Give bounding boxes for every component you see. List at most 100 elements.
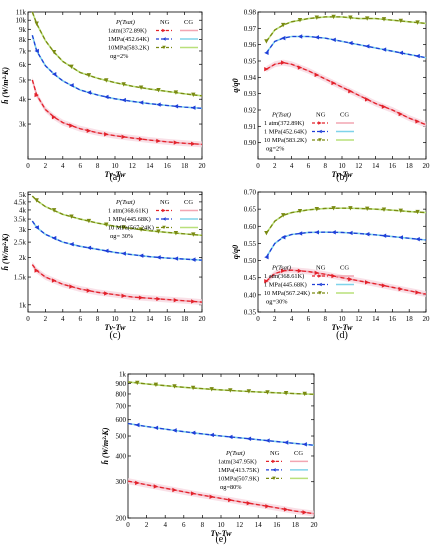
y-tick-label: 8k — [19, 36, 27, 44]
series-point — [191, 299, 196, 304]
series-point — [281, 22, 286, 28]
x-tick-label: 10 — [339, 162, 347, 170]
series-point — [228, 388, 233, 393]
series-point — [348, 206, 353, 211]
x-tick-label: 20 — [423, 315, 431, 323]
series-point — [191, 232, 196, 237]
series-point — [34, 21, 39, 26]
series-point — [365, 97, 370, 102]
series-point — [283, 440, 289, 445]
series-point — [348, 230, 353, 236]
series-point — [331, 14, 336, 20]
series-point — [173, 140, 179, 145]
series-point — [138, 295, 144, 300]
x-tick-label: 12 — [129, 315, 137, 323]
series-point — [246, 389, 252, 394]
series-point — [381, 283, 387, 288]
x-tick-label: 2 — [145, 521, 149, 529]
ng-series-line — [265, 269, 427, 295]
ng-series-line — [265, 207, 427, 234]
series-point — [69, 241, 74, 247]
series-point — [86, 90, 92, 95]
x-tick-label: 20 — [199, 315, 207, 323]
x-tick-label: 10 — [112, 162, 120, 170]
series-point — [297, 34, 303, 39]
series-point — [121, 97, 126, 103]
x-tick-label: 0 — [126, 521, 130, 529]
series-point — [264, 39, 269, 44]
ng-series-line — [265, 231, 427, 258]
legend-ng-marker — [272, 468, 276, 472]
y-axis-label: h̄ (W/m²·K) — [101, 427, 110, 464]
series-point — [264, 50, 269, 56]
x-tick-label: 6 — [307, 315, 311, 323]
y-tick-label: 5k — [19, 191, 27, 199]
series-point — [172, 428, 177, 433]
x-tick-label: 16 — [389, 315, 397, 323]
series-3 — [31, 11, 203, 98]
series-point — [246, 436, 252, 441]
series-point — [331, 80, 336, 86]
x-tick-label: 18 — [181, 162, 189, 170]
series-point — [173, 297, 179, 303]
y-tick-label: 900 — [116, 380, 127, 388]
x-tick-label: 8 — [323, 315, 327, 323]
series-point — [314, 270, 319, 276]
series-point — [415, 20, 420, 25]
x-tick-label: 16 — [389, 162, 397, 170]
series-point — [69, 284, 74, 289]
series-point — [156, 255, 161, 260]
series-point — [281, 235, 286, 240]
series-point — [104, 248, 109, 254]
series-point — [86, 288, 92, 293]
series-point — [69, 83, 74, 88]
x-tick-label: 2 — [44, 315, 48, 323]
series-point — [415, 209, 420, 215]
panel-label: (e) — [215, 534, 226, 545]
series-point — [398, 208, 403, 214]
series-2 — [31, 220, 203, 262]
y-tick-label: 6k — [19, 61, 27, 69]
series-point — [69, 123, 74, 128]
y-axis-label: q/q0 — [231, 78, 240, 92]
y-tick-label: 0.91 — [244, 123, 257, 131]
x-tick-label: 14 — [146, 162, 154, 170]
legend: P(Tsat) NG CG 1atm(347.95K) 1MPa(413.75K)10M… — [218, 450, 308, 491]
ng-series-line — [31, 35, 203, 109]
series-point — [135, 380, 140, 386]
legend-header-ng: NG — [270, 450, 280, 457]
y-tick-label: 2.5k — [14, 239, 27, 247]
ng-series-line — [31, 79, 203, 146]
legend-note: αg=2% — [266, 146, 285, 153]
series-point — [138, 253, 144, 258]
legend: P(Tsat) NG CG 1 atm(368.61K)1 MPa(445.68K) 1… — [108, 199, 198, 240]
x-tick-label: 6 — [182, 521, 186, 529]
series-point — [190, 491, 196, 496]
y-tick-label: 1k — [119, 371, 127, 379]
series-point — [246, 500, 252, 506]
ng-series-line — [127, 480, 315, 515]
legend-label: 10 MPa(567.24K) — [108, 225, 154, 232]
series-point — [138, 227, 144, 232]
series-point — [156, 229, 161, 234]
series-point — [331, 206, 336, 211]
ng-series-line — [31, 220, 203, 261]
legend-label: 1MPa(452.64K) — [108, 36, 149, 43]
cg-band — [266, 59, 426, 128]
series-point — [281, 213, 286, 218]
y-tick-label: 3k — [19, 226, 27, 234]
series-point — [331, 230, 336, 235]
series-point — [297, 268, 303, 274]
y-tick-label: 0.95 — [244, 58, 257, 66]
series-point — [191, 105, 196, 110]
series-point — [86, 73, 92, 78]
y-tick-label: 4k — [19, 206, 27, 214]
y-tick-label: 0.55 — [244, 240, 257, 248]
legend-header-ng: NG — [160, 199, 170, 206]
legend-note: αg= 30% — [110, 233, 134, 240]
y-tick-label: 200 — [116, 515, 127, 523]
series-point — [264, 66, 269, 72]
x-tick-label: 0 — [256, 162, 260, 170]
y-tick-label: 0.40 — [244, 291, 257, 299]
series-point — [314, 230, 319, 235]
